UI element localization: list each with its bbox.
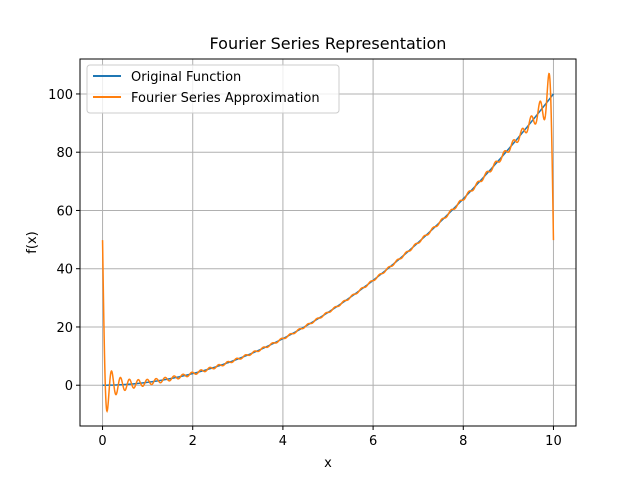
y-tick-label: 0 [65,379,73,394]
x-axis: 0 2 4 6 8 10 [98,426,562,449]
legend-box [86,64,340,114]
x-tick-label: 6 [369,434,377,449]
x-tick-label: 2 [189,434,197,449]
y-axis-label: f(x) [25,231,40,253]
grid-lines [80,59,576,426]
x-tick-label: 8 [459,434,467,449]
legend-label-original-function: Original Function [131,70,241,85]
chart-title: Fourier Series Representation [210,34,447,53]
series-line-fourier-approximation [101,72,555,414]
y-tick-label: 60 [56,204,73,219]
y-tick-label: 80 [56,146,73,161]
y-tick-label: 40 [56,263,73,278]
x-tick-label: 4 [279,434,287,449]
x-axis-label: x [324,456,332,471]
legend-label-fourier-approximation: Fourier Series Approximation [131,91,320,106]
series-layer [101,72,555,414]
x-tick-label: 0 [98,434,106,449]
x-tick-label: 10 [545,434,562,449]
plot-frame [79,58,577,427]
legend: Original Function Fourier Series Approxi… [86,64,340,114]
y-axis: 0 20 40 60 80 100 [48,88,80,394]
y-tick-label: 20 [56,321,73,336]
y-tick-label: 100 [48,88,73,103]
